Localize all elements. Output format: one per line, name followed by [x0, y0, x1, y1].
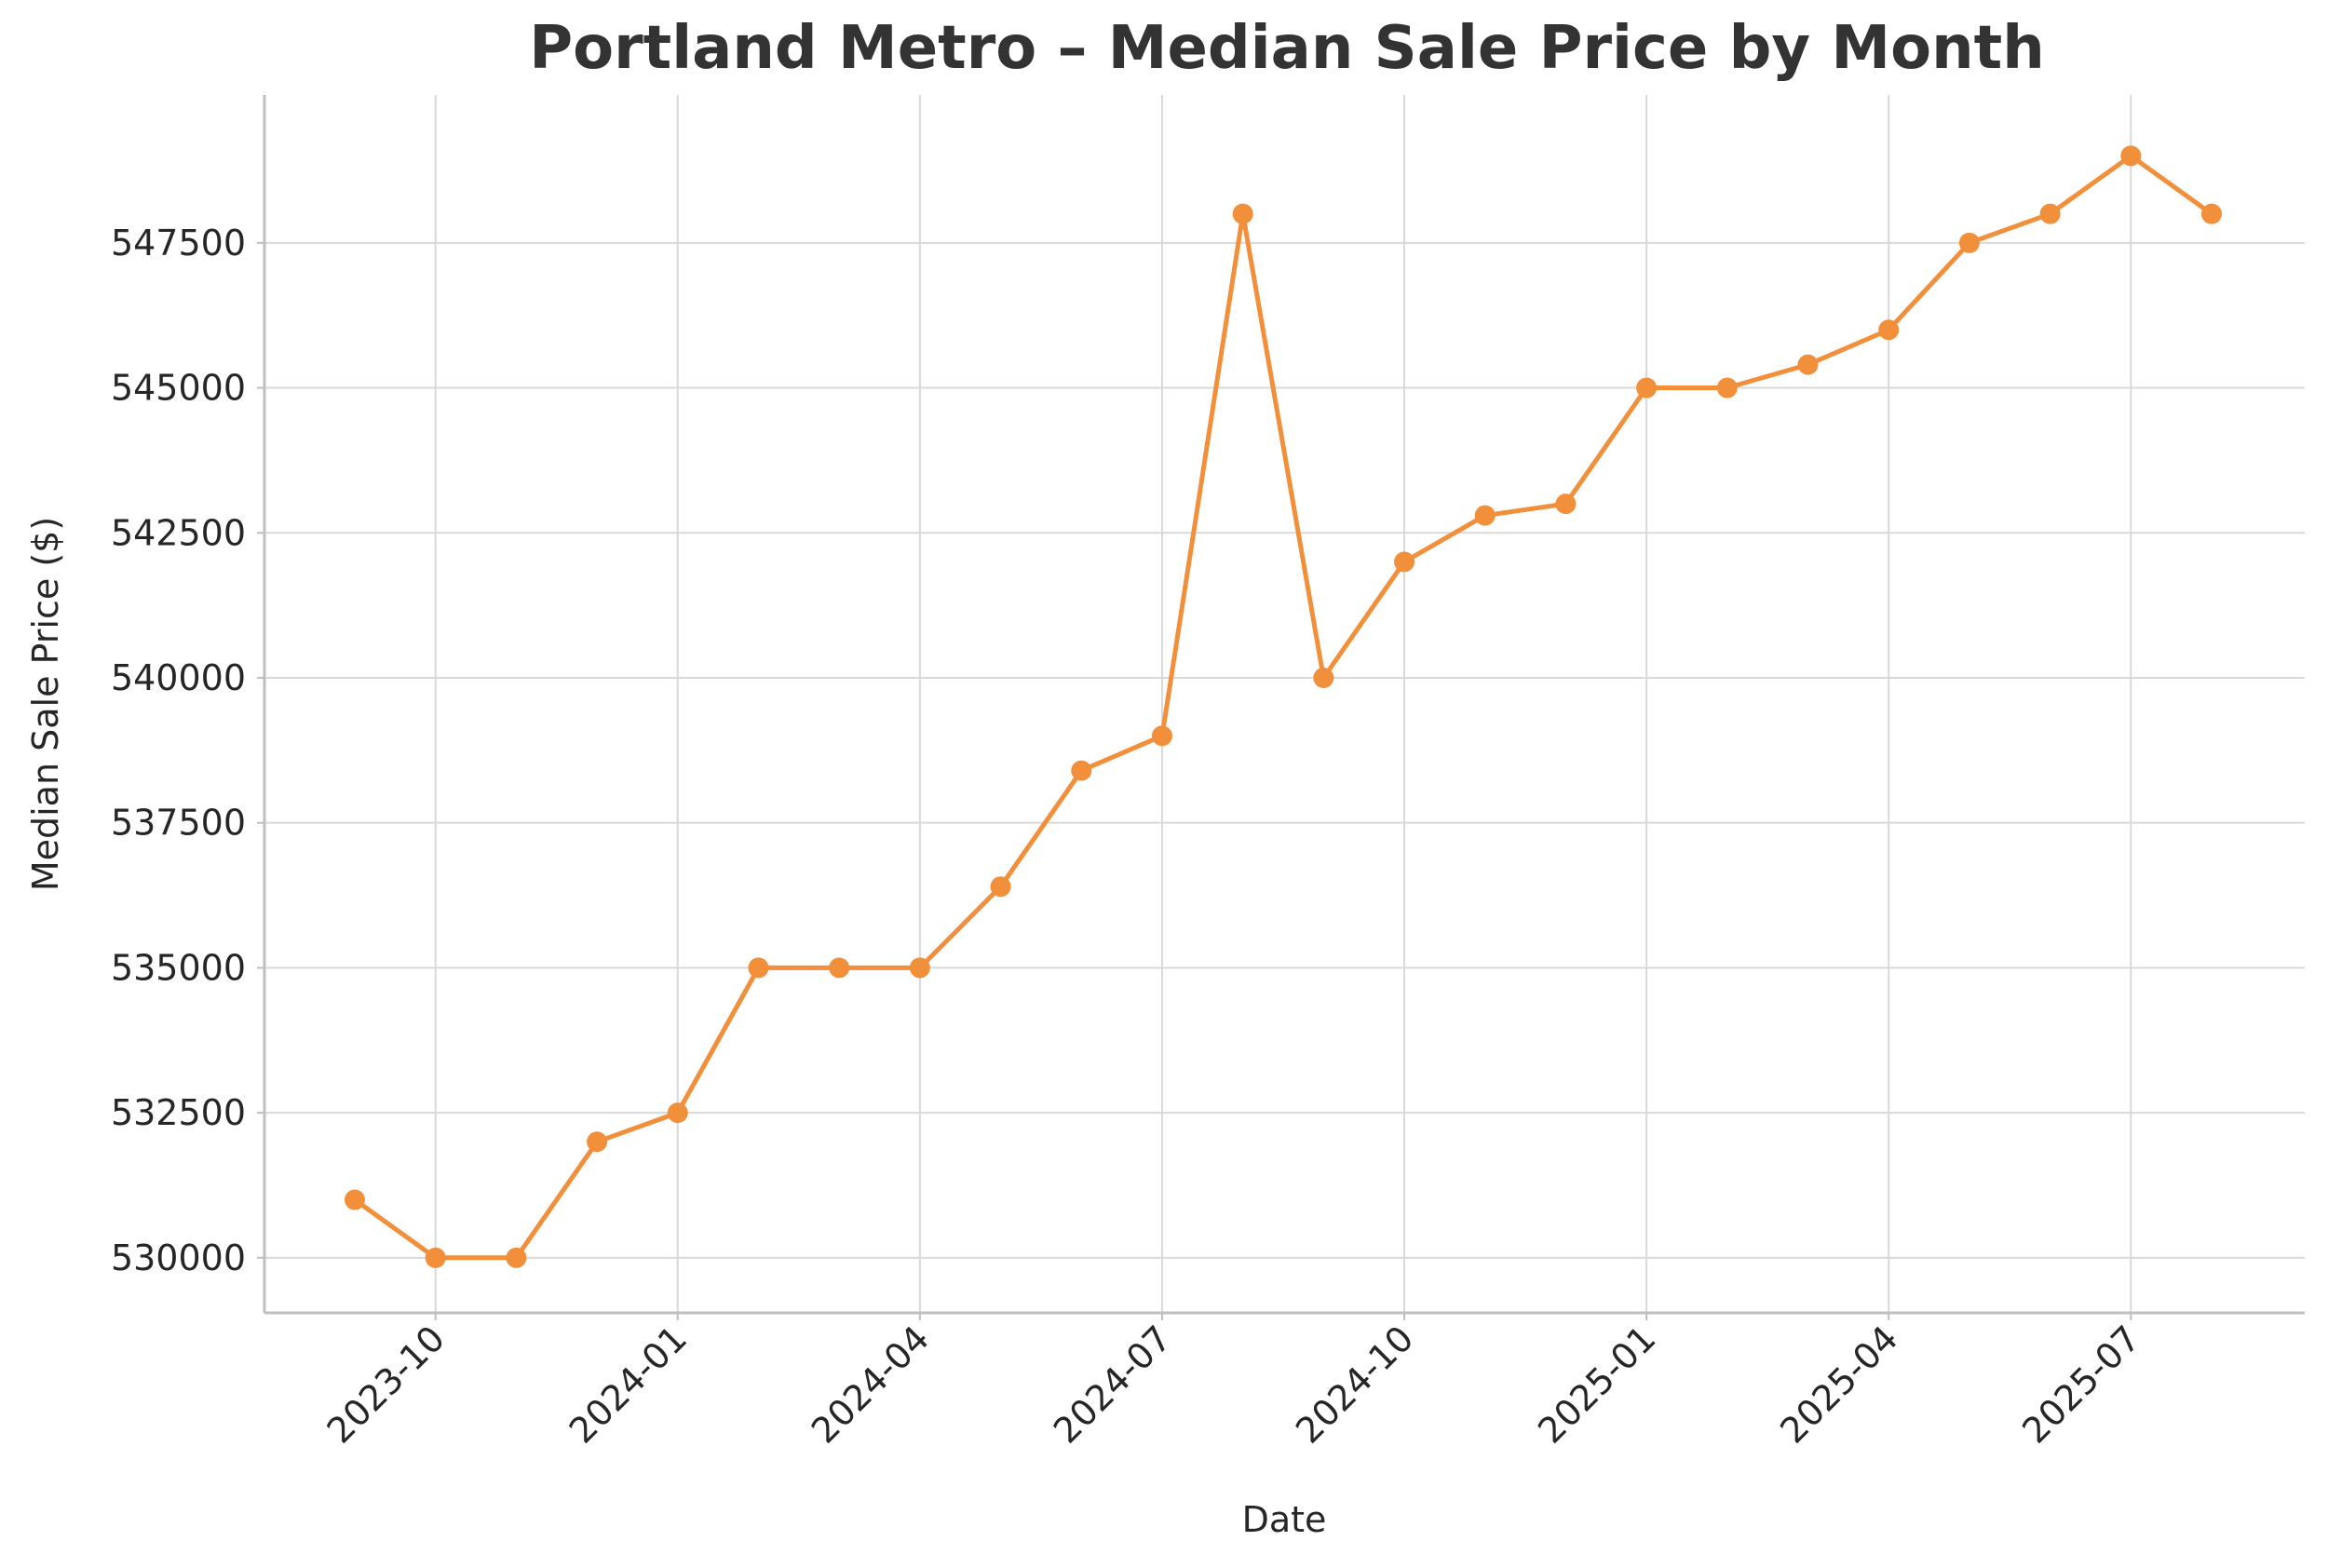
data-point	[667, 1102, 688, 1124]
data-point	[1958, 232, 1980, 253]
data-point	[1797, 354, 1819, 375]
y-tick-labels: 530000 532500 535000 537500 540000 542500 5450…	[111, 223, 264, 1278]
y-tick-label: 537500	[111, 803, 246, 844]
chart-title: Portland Metro – Median Sale Price by Mo…	[529, 14, 2045, 83]
x-tick-label: 2025-07	[2014, 1318, 2147, 1451]
y-tick-label: 542500	[111, 512, 246, 553]
data-point	[2120, 145, 2142, 167]
y-axis-label: Median Sale Price ($)	[25, 517, 66, 891]
y-tick-label: 530000	[111, 1237, 246, 1278]
data-point	[829, 957, 850, 979]
y-tick-label: 547500	[111, 223, 246, 264]
x-tick-label: 2023-10	[319, 1318, 453, 1451]
axes	[263, 95, 2305, 1315]
data-point	[1232, 203, 1253, 224]
x-tick-labels: 2023-10 2024-01 2024-04 2024-07 2024-10 2025-…	[319, 1313, 2148, 1452]
data-point	[2039, 203, 2061, 224]
data-point	[1555, 493, 1577, 515]
x-tick-label: 2024-04	[804, 1318, 937, 1451]
x-axis-label: Date	[1242, 1499, 1327, 1540]
data-point	[1878, 319, 1900, 341]
data-point	[990, 876, 1011, 898]
y-tick-label: 545000	[111, 368, 246, 409]
data-point	[1151, 725, 1172, 747]
data-point	[1313, 667, 1334, 688]
data-point	[2201, 203, 2222, 224]
gridlines	[264, 95, 2305, 1313]
x-tick-label: 2025-01	[1530, 1318, 1663, 1451]
x-tick-label: 2025-04	[1772, 1318, 1905, 1451]
data-point	[1716, 377, 1738, 399]
x-tick-label: 2024-01	[562, 1318, 695, 1451]
y-tick-label: 535000	[111, 947, 246, 988]
data-point	[1636, 377, 1658, 399]
series-median-sale-price	[345, 145, 2222, 1268]
data-point	[1474, 505, 1496, 526]
y-tick-label: 532500	[111, 1092, 246, 1133]
data-point	[345, 1189, 365, 1210]
data-point	[506, 1247, 527, 1268]
y-tick-label: 540000	[111, 657, 246, 698]
x-tick-label: 2024-10	[1288, 1318, 1421, 1451]
data-point	[748, 957, 769, 979]
data-point	[1394, 551, 1415, 573]
data-point	[425, 1247, 446, 1268]
data-point	[909, 957, 930, 979]
data-point	[587, 1131, 608, 1153]
x-tick-label: 2024-07	[1046, 1318, 1179, 1451]
series-line	[352, 153, 2214, 1261]
data-point	[1071, 760, 1092, 781]
